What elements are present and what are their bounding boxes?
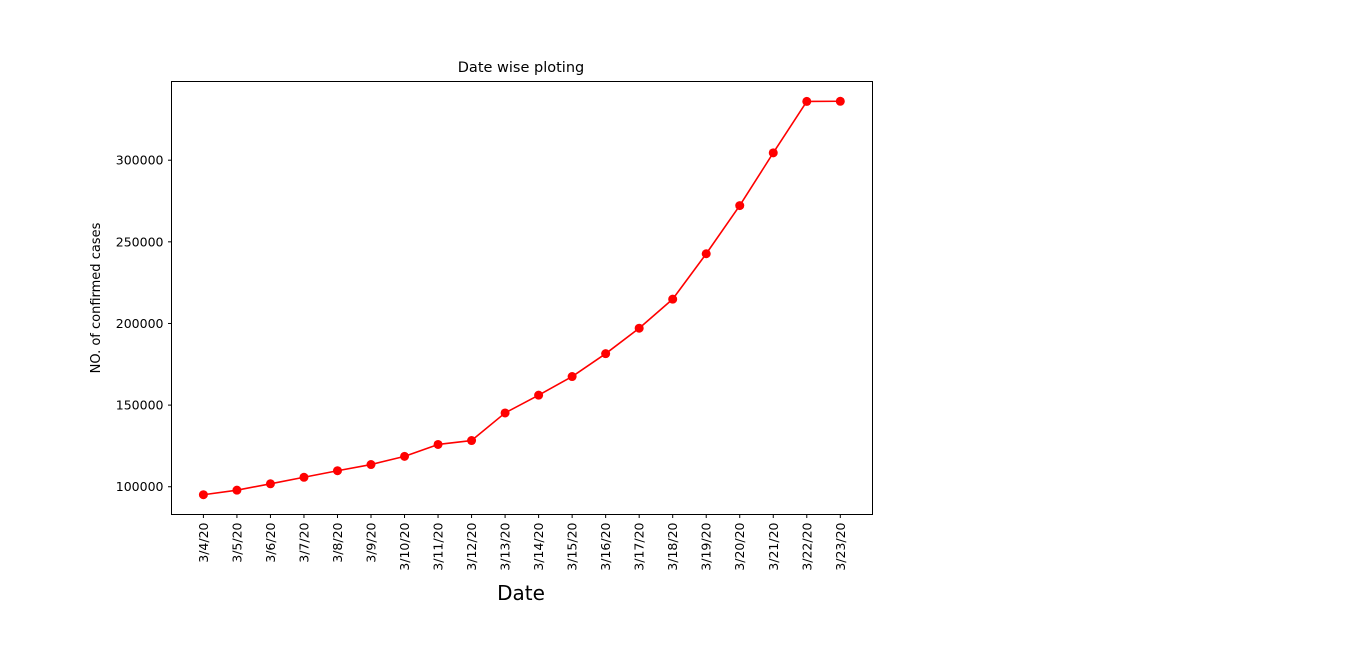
y-tick-label: 200000	[116, 316, 164, 331]
x-tick-label: 3/5/20	[229, 522, 244, 562]
data-point	[467, 436, 477, 446]
data-point	[299, 472, 309, 482]
data-point	[433, 439, 443, 449]
x-tick-label: 3/19/20	[699, 522, 714, 570]
plot-frame	[171, 81, 873, 515]
y-tick-label: 250000	[116, 234, 164, 249]
x-axis-label: Date	[497, 581, 545, 605]
data-point	[768, 148, 778, 158]
data-point	[265, 479, 275, 489]
x-tick-label: 3/17/20	[632, 522, 647, 570]
data-point	[701, 249, 711, 259]
x-tick-label: 3/6/20	[263, 522, 278, 562]
data-point	[634, 323, 644, 333]
x-tick-label: 3/18/20	[665, 522, 680, 570]
data-point	[366, 460, 376, 470]
y-tick-label: 100000	[116, 479, 164, 494]
data-point	[198, 490, 208, 500]
data-point	[567, 372, 577, 382]
x-tick-label: 3/16/20	[598, 522, 613, 570]
data-point	[735, 201, 745, 211]
x-tick-label: 3/11/20	[431, 522, 446, 570]
data-point	[802, 96, 812, 106]
chart-title: Date wise ploting	[458, 60, 584, 76]
plot-marks	[198, 96, 845, 500]
x-tick-label: 3/7/20	[296, 522, 311, 562]
x-axis: 3/4/20 3/5/20 3/6/20 3/7/20 3/8/20 3/9/20 3/10…	[196, 514, 848, 571]
x-tick-label: 3/20/20	[732, 522, 747, 570]
data-point	[601, 349, 611, 359]
y-tick-label: 150000	[116, 398, 164, 413]
x-tick-label: 3/15/20	[565, 522, 580, 570]
data-point	[232, 485, 242, 495]
x-tick-label: 3/21/20	[766, 522, 781, 570]
x-tick-label: 3/9/20	[364, 522, 379, 562]
x-tick-label: 3/14/20	[531, 522, 546, 570]
y-tick-label: 300000	[116, 153, 164, 168]
data-point	[400, 451, 410, 461]
y-axis-label: NO. of confirmed cases	[89, 222, 104, 373]
x-tick-label: 3/22/20	[799, 522, 814, 570]
data-point	[835, 96, 845, 106]
x-tick-label: 3/23/20	[833, 522, 848, 570]
data-point	[332, 466, 342, 476]
series-line	[203, 100, 841, 496]
x-tick-label: 3/12/20	[464, 522, 479, 570]
data-point	[668, 294, 678, 304]
x-tick-label: 3/4/20	[196, 522, 211, 562]
x-tick-label: 3/10/20	[397, 522, 412, 570]
x-tick-label: 3/13/20	[498, 522, 513, 570]
data-point	[500, 408, 510, 418]
data-point	[534, 390, 544, 400]
x-tick-label: 3/8/20	[330, 522, 345, 562]
y-axis: 100000 150000 200000 250000 300000	[116, 153, 172, 494]
